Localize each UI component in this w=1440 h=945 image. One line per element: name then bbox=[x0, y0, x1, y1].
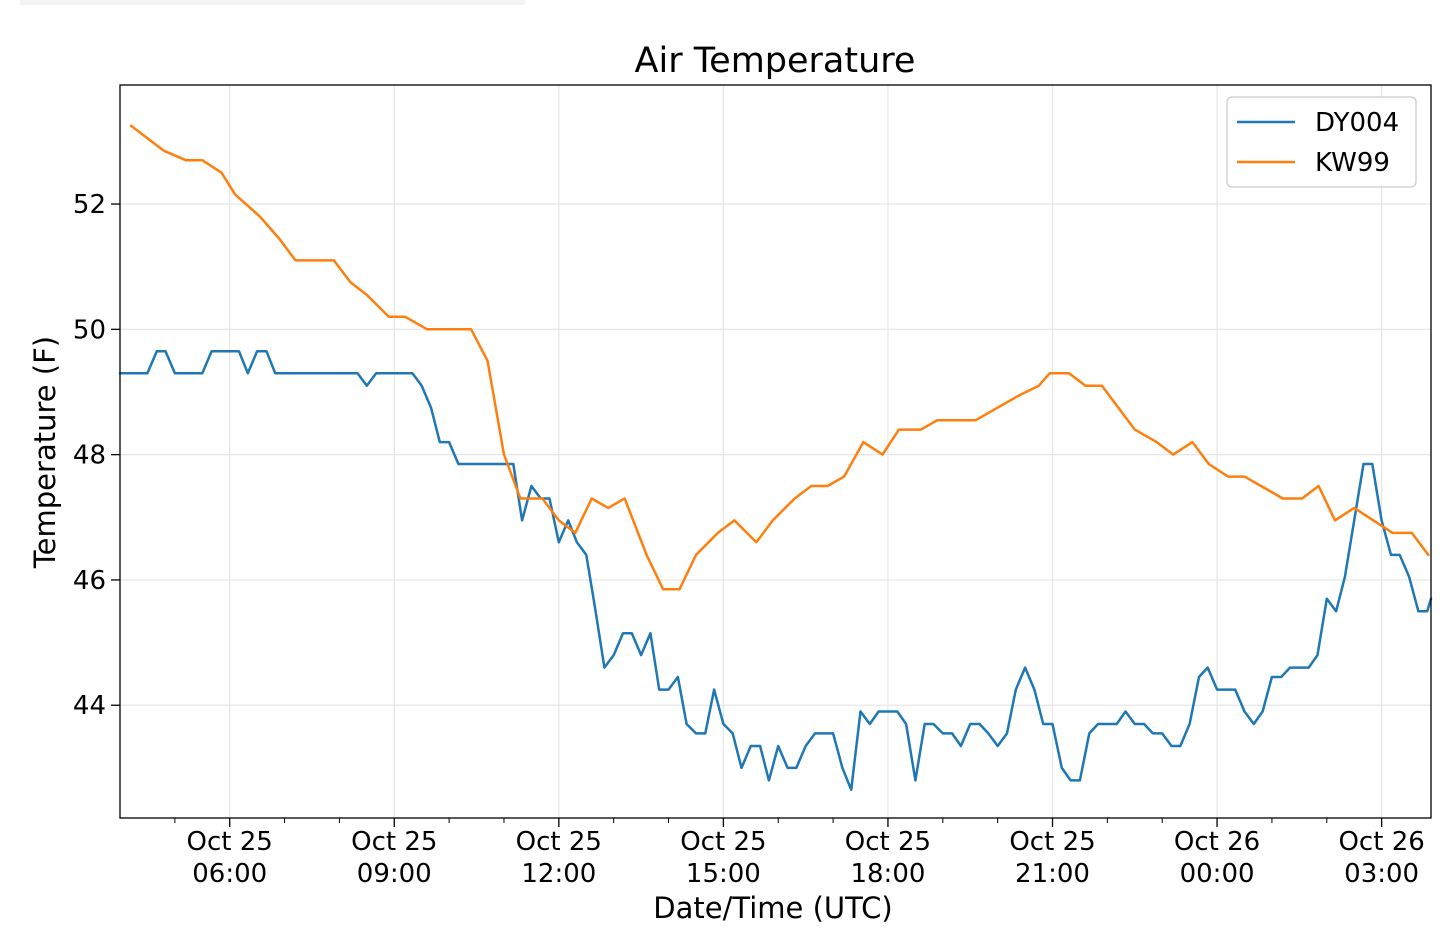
series-line-dy004 bbox=[118, 350, 1433, 792]
x-tick-label-time: 15:00 bbox=[686, 859, 761, 889]
legend-label-dy004: DY004 bbox=[1315, 108, 1399, 138]
y-tick-label: 46 bbox=[73, 566, 106, 596]
x-tick-label-time: 09:00 bbox=[357, 859, 432, 889]
y-tick-label: 44 bbox=[73, 691, 106, 721]
legend: DY004 KW99 bbox=[1226, 96, 1417, 188]
x-tick-label-time: 12:00 bbox=[521, 859, 596, 889]
x-tick-label-date: Oct 25 bbox=[680, 827, 766, 857]
top-strip bbox=[20, 0, 525, 5]
x-tick-label-date: Oct 26 bbox=[1338, 827, 1424, 857]
x-tick-label-date: Oct 25 bbox=[516, 827, 602, 857]
x-tick-label-time: 21:00 bbox=[1015, 859, 1090, 889]
x-tick-label-date: Oct 25 bbox=[1009, 827, 1095, 857]
x-tick-label-date: Oct 25 bbox=[351, 827, 437, 857]
x-tick-label-date: Oct 25 bbox=[845, 827, 931, 857]
chart-title: Air Temperature bbox=[635, 41, 916, 81]
x-tick-label-time: 00:00 bbox=[1180, 859, 1255, 889]
x-axis-label: Date/Time (UTC) bbox=[653, 891, 892, 925]
y-tick-label: 50 bbox=[73, 315, 106, 345]
x-tick-label-date: Oct 26 bbox=[1174, 827, 1260, 857]
x-tick-label-time: 03:00 bbox=[1344, 859, 1419, 889]
legend-label-kw99: KW99 bbox=[1315, 148, 1390, 178]
y-tick-label: 48 bbox=[73, 441, 106, 471]
x-tick-label-time: 18:00 bbox=[850, 859, 925, 889]
x-tick-label-date: Oct 25 bbox=[187, 827, 273, 857]
y-tick-label: 52 bbox=[73, 190, 106, 220]
plot-frame bbox=[119, 84, 1432, 819]
grid-lines bbox=[120, 85, 1431, 818]
series-line-kw99 bbox=[129, 124, 1430, 591]
y-axis-label: Temperature (F) bbox=[28, 336, 62, 569]
x-tick-label-time: 06:00 bbox=[192, 859, 267, 889]
y-axis-ticks: 44 46 48 50 52 bbox=[73, 190, 120, 721]
legend-box bbox=[1226, 96, 1417, 188]
series-lines bbox=[118, 124, 1433, 792]
